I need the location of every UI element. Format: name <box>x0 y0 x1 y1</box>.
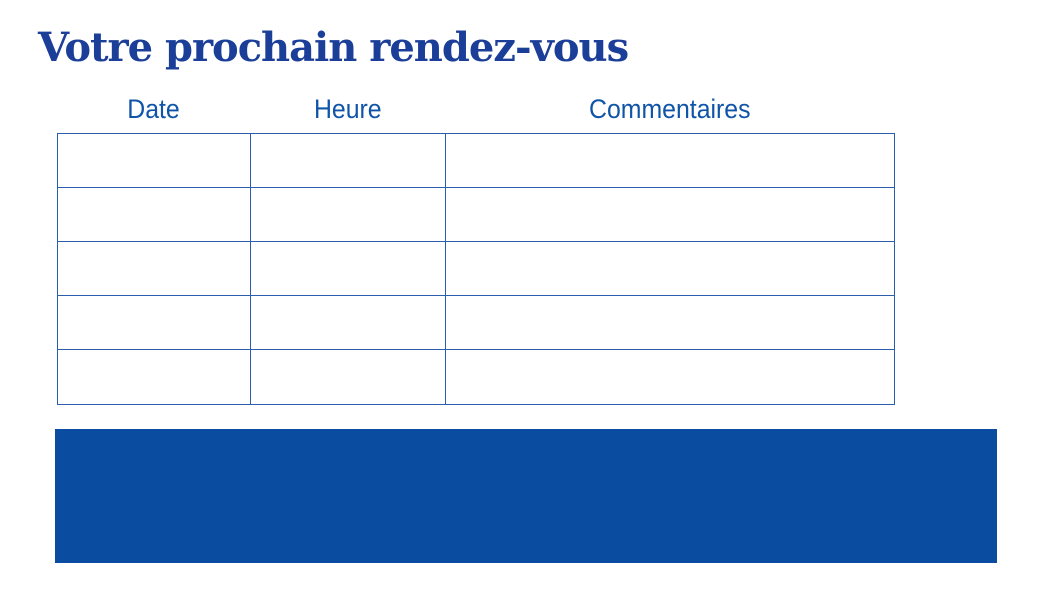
cell-commentaires-row2 <box>446 188 894 242</box>
cell-date-row5 <box>58 350 251 404</box>
cell-date-row2 <box>58 188 251 242</box>
cell-date-row1 <box>58 134 251 188</box>
cell-commentaires-row1 <box>446 134 894 188</box>
cell-date-row4 <box>58 296 251 350</box>
cell-heure-row3 <box>251 242 446 296</box>
page-title: Votre prochain rendez-vous <box>38 24 629 71</box>
column-header-commentaires: Commentaires <box>589 94 751 124</box>
footer-band <box>55 429 997 563</box>
cell-heure-row2 <box>251 188 446 242</box>
cell-commentaires-row5 <box>446 350 894 404</box>
column-header-heure: Heure <box>313 94 382 124</box>
cell-date-row3 <box>58 242 251 296</box>
cell-commentaires-row3 <box>446 242 894 296</box>
appointments-table <box>57 133 895 405</box>
cell-heure-row5 <box>251 350 446 404</box>
column-header-date: Date <box>127 94 180 124</box>
table-header-row: Date Heure Commentaires <box>57 94 895 124</box>
cell-heure-row4 <box>251 296 446 350</box>
cell-heure-row1 <box>251 134 446 188</box>
cell-commentaires-row4 <box>446 296 894 350</box>
